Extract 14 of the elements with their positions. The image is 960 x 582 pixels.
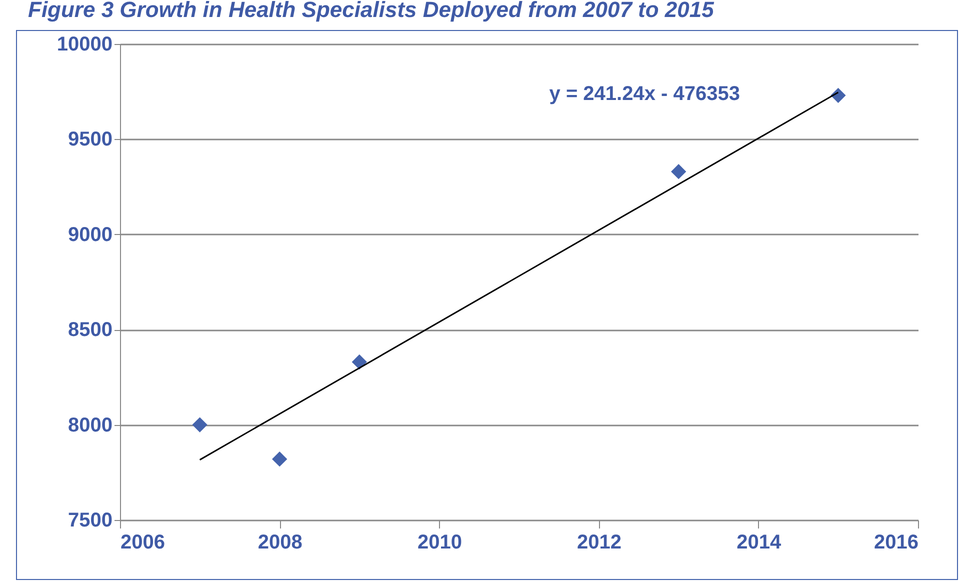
- y-tick-label: 9000: [68, 224, 112, 246]
- x-tick-label: 2010: [417, 532, 462, 554]
- x-tick-label: 2016: [874, 532, 918, 554]
- y-tick-label: 10000: [56, 34, 112, 56]
- x-tick-label: 2012: [577, 532, 622, 554]
- y-tick-label: 8000: [68, 414, 112, 436]
- y-tick-label: 8500: [68, 319, 112, 342]
- y-tick-label: 7500: [68, 510, 112, 532]
- y-tick-label: 9500: [68, 128, 112, 151]
- x-tick-label: 2006: [120, 532, 165, 554]
- chart-title: Figure 3 Growth in Health Specialists Deployed from 2007 to 2015: [28, 0, 715, 22]
- annotation: y = 241.24x - 476353: [549, 83, 740, 105]
- x-tick-label: 2014: [736, 532, 782, 554]
- x-tick-label: 2008: [258, 532, 302, 554]
